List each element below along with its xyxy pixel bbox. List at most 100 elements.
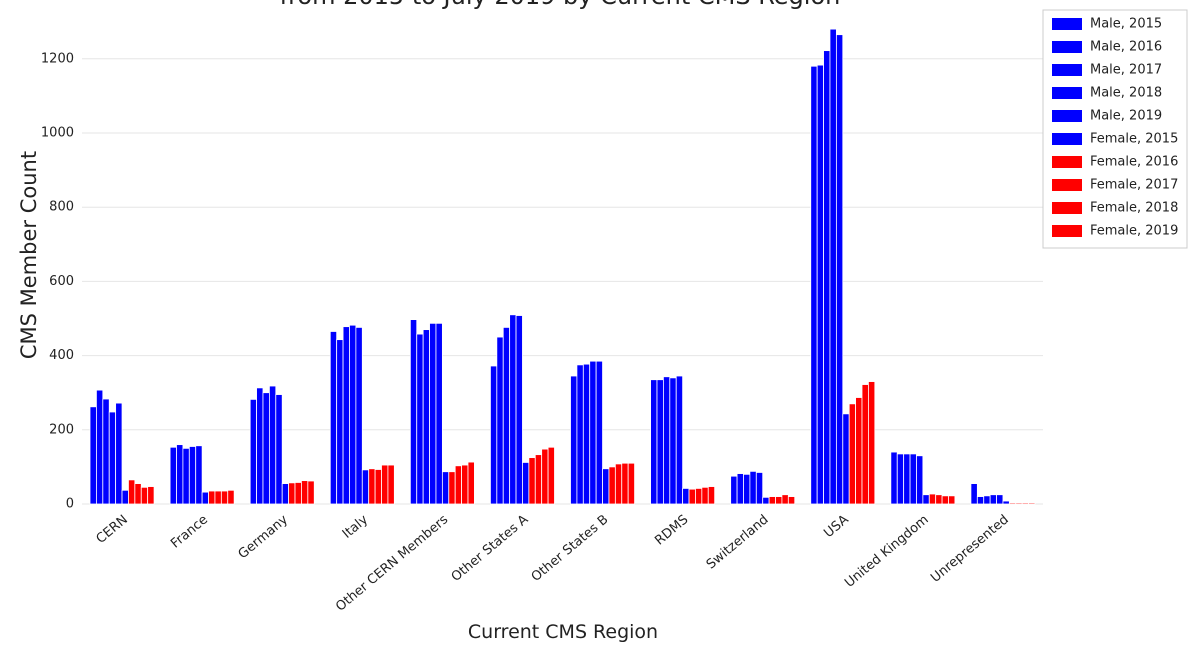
bar bbox=[262, 392, 270, 505]
bar bbox=[810, 65, 818, 505]
bar bbox=[781, 494, 789, 505]
bar bbox=[374, 469, 382, 505]
chart-title: from 2015 to July 2019 by Current CMS Re… bbox=[280, 0, 841, 10]
bar bbox=[461, 464, 469, 505]
bar bbox=[128, 479, 136, 505]
bar bbox=[650, 379, 658, 505]
legend-label: Female, 2016 bbox=[1090, 155, 1178, 170]
bar bbox=[467, 461, 475, 505]
bar bbox=[195, 445, 203, 505]
bar bbox=[268, 385, 277, 505]
x-tick-label: Germany bbox=[236, 512, 292, 562]
bar bbox=[935, 494, 943, 505]
bar bbox=[1015, 502, 1023, 505]
legend-label: Male, 2015 bbox=[1090, 17, 1162, 32]
y-tick-label: 200 bbox=[49, 422, 74, 437]
bar bbox=[848, 403, 857, 505]
x-tick-label: USA bbox=[821, 512, 851, 541]
bar bbox=[188, 446, 197, 505]
bar bbox=[176, 444, 184, 505]
bar bbox=[621, 462, 629, 505]
bar bbox=[329, 331, 338, 505]
bar bbox=[108, 411, 117, 505]
bar bbox=[281, 483, 290, 505]
bar bbox=[595, 360, 603, 505]
bar bbox=[102, 398, 110, 505]
legend-swatch bbox=[1052, 202, 1082, 214]
bar bbox=[842, 413, 850, 505]
bar bbox=[547, 446, 555, 505]
bar bbox=[701, 486, 709, 505]
bar bbox=[541, 448, 549, 505]
bar bbox=[922, 494, 930, 505]
bar bbox=[201, 491, 209, 505]
bar bbox=[868, 381, 876, 505]
bar bbox=[249, 398, 257, 505]
bar bbox=[227, 489, 235, 505]
legend-label: Female, 2015 bbox=[1090, 132, 1178, 147]
bar bbox=[182, 447, 190, 505]
bar bbox=[669, 377, 677, 505]
legend-swatch bbox=[1052, 87, 1082, 99]
bar bbox=[256, 387, 264, 505]
x-tick-label: Other States B bbox=[529, 512, 612, 585]
bar bbox=[768, 496, 776, 505]
bar bbox=[275, 394, 283, 505]
legend-swatch bbox=[1052, 18, 1082, 30]
x-axis-label: Current CMS Region bbox=[468, 621, 658, 643]
bar bbox=[409, 319, 418, 505]
bar bbox=[147, 486, 155, 505]
bar bbox=[608, 466, 616, 505]
x-tick-label: France bbox=[168, 512, 211, 551]
legend-swatch bbox=[1052, 156, 1082, 168]
bar bbox=[762, 496, 770, 505]
legend-swatch bbox=[1052, 179, 1082, 191]
y-tick-label: 600 bbox=[49, 274, 74, 289]
bar bbox=[454, 465, 462, 505]
bar bbox=[829, 28, 837, 505]
bar bbox=[835, 34, 844, 505]
legend-label: Male, 2018 bbox=[1090, 86, 1162, 101]
bar bbox=[787, 496, 796, 505]
x-tick-label: RDMS bbox=[652, 512, 691, 548]
legend-swatch bbox=[1052, 133, 1082, 145]
bar bbox=[736, 473, 744, 505]
bar bbox=[823, 50, 831, 505]
bar bbox=[121, 489, 129, 505]
bar bbox=[928, 493, 937, 505]
y-tick-label: 800 bbox=[49, 200, 74, 215]
y-tick-label: 400 bbox=[49, 348, 74, 363]
y-axis-label: CMS Member Count bbox=[17, 151, 41, 359]
bar bbox=[509, 314, 517, 505]
bar bbox=[749, 470, 757, 505]
bar bbox=[1021, 502, 1029, 505]
x-tick-label: Unrepresented bbox=[928, 512, 1012, 586]
bar bbox=[288, 482, 296, 505]
x-tick-label: Italy bbox=[340, 512, 371, 542]
bar bbox=[294, 482, 302, 505]
bar bbox=[368, 468, 376, 505]
bar bbox=[387, 464, 395, 505]
legend-label: Male, 2017 bbox=[1090, 63, 1162, 78]
legend-swatch bbox=[1052, 64, 1082, 76]
bar bbox=[435, 322, 443, 505]
bar bbox=[355, 327, 363, 505]
bar bbox=[970, 483, 978, 505]
bar bbox=[948, 495, 956, 505]
bar bbox=[342, 326, 350, 505]
bar bbox=[589, 360, 597, 505]
bar bbox=[614, 463, 623, 505]
bar bbox=[890, 451, 898, 505]
bar bbox=[515, 315, 523, 505]
bar bbox=[422, 329, 430, 505]
bar bbox=[775, 496, 783, 505]
bar bbox=[528, 457, 536, 505]
legend-label: Male, 2019 bbox=[1090, 109, 1162, 124]
bar bbox=[602, 468, 610, 505]
y-tick-label: 1000 bbox=[41, 125, 74, 140]
bar bbox=[429, 322, 437, 505]
bar bbox=[916, 455, 924, 505]
legend-label: Female, 2018 bbox=[1090, 201, 1178, 216]
bar bbox=[496, 336, 504, 505]
